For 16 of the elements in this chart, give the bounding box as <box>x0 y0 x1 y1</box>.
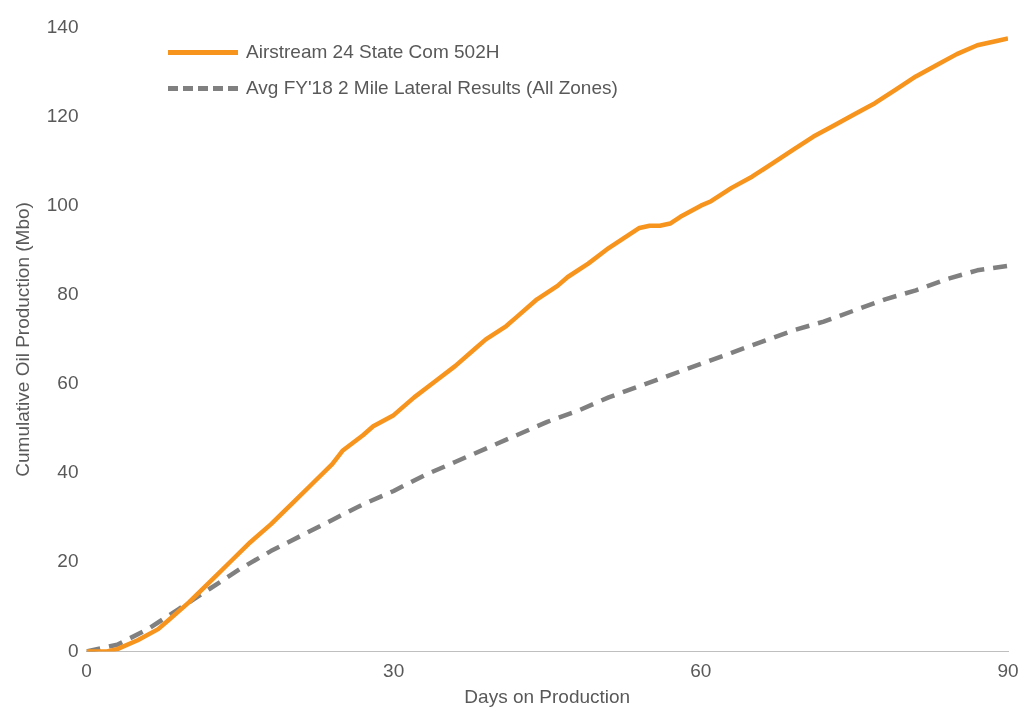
line-series <box>86 263 1008 652</box>
legend-label: Avg FY'18 2 Mile Lateral Results (All Zones) <box>246 77 618 99</box>
y-tick-label: 0 <box>67 639 79 661</box>
y-tick-label: 40 <box>57 461 79 483</box>
x-tick-label: 30 <box>383 660 405 682</box>
legend-label: Airstream 24 State Com 502H <box>246 41 500 63</box>
y-tick-label: 140 <box>46 15 79 37</box>
y-tick-label: 20 <box>57 550 79 572</box>
y-tick-label: 80 <box>57 283 79 305</box>
y-axis-title: Cumulative Oil Production (Mbo) <box>11 202 33 477</box>
y-tick-label: 120 <box>46 104 79 126</box>
y-tick-label: 100 <box>46 193 79 215</box>
x-tick-label: 60 <box>690 660 712 682</box>
x-axis-title: Days on Production <box>464 685 631 707</box>
y-tick-label: 60 <box>57 372 79 394</box>
x-tick-label: 90 <box>997 660 1019 682</box>
